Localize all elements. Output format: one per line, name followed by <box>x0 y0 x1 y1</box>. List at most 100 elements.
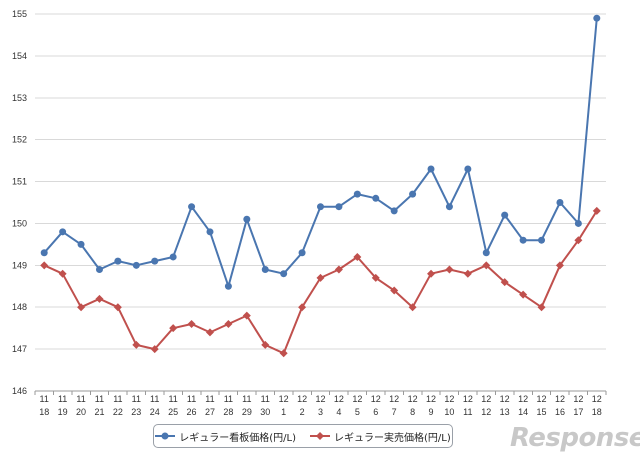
legend-swatch-red-icon <box>310 432 330 440</box>
x-tick-label-month: 12 <box>315 394 325 404</box>
x-tick-label-month: 11 <box>150 394 159 404</box>
x-tick-label-month: 12 <box>334 394 344 404</box>
y-tick-label: 146 <box>12 386 27 396</box>
x-tick-label-day: 22 <box>113 407 123 417</box>
response-watermark-logo: Response. <box>510 423 640 453</box>
x-tick-labels: 1118111911201121112211231124112511261127… <box>34 391 607 417</box>
data-point-series-1 <box>390 207 398 215</box>
y-tick-labels: 146 147 148 149 150 151 152 153 154 155 <box>12 9 27 396</box>
data-point-series-2 <box>298 303 307 312</box>
legend-label-series-2: レギュラー実売価格(円/L) <box>334 432 451 444</box>
data-point-series-1 <box>132 261 140 269</box>
data-point-series-2 <box>427 269 436 278</box>
x-tick-label-day: 5 <box>355 407 360 417</box>
data-point-series-1 <box>501 211 509 219</box>
data-point-series-2 <box>408 303 417 312</box>
data-point-series-2 <box>77 303 86 312</box>
data-point-series-2 <box>261 340 270 349</box>
x-tick-label-day: 10 <box>444 407 454 417</box>
x-tick-label-day: 30 <box>260 407 270 417</box>
data-point-series-1 <box>40 249 48 257</box>
data-point-series-1 <box>206 228 214 236</box>
data-point-series-2 <box>353 252 362 261</box>
data-point-series-2 <box>592 206 601 215</box>
x-tick-label-day: 13 <box>500 407 510 417</box>
y-tick-label: 151 <box>12 177 27 187</box>
data-point-series-2 <box>371 273 380 282</box>
y-tick-label: 149 <box>12 260 27 270</box>
data-point-series-1 <box>335 203 343 211</box>
x-tick-label-day: 27 <box>205 407 215 417</box>
x-tick-label-day: 15 <box>537 407 547 417</box>
y-tick-label: 152 <box>12 135 27 145</box>
x-tick-label-day: 6 <box>373 407 378 417</box>
series-line-1 <box>43 18 598 288</box>
x-tick-label-month: 12 <box>444 394 454 404</box>
x-tick-label-month: 11 <box>168 394 177 404</box>
data-point-series-1 <box>445 203 453 211</box>
x-tick-label-day: 4 <box>336 407 341 417</box>
data-point-series-2 <box>463 269 472 278</box>
x-tick-label-month: 11 <box>95 394 104 404</box>
x-tick-label-month: 11 <box>40 394 49 404</box>
x-tick-label-day: 9 <box>429 407 434 417</box>
data-point-series-2 <box>187 319 196 328</box>
data-point-series-2 <box>95 294 104 303</box>
series-line-2 <box>43 210 598 355</box>
data-point-series-1 <box>224 282 232 290</box>
data-point-series-1 <box>95 266 103 274</box>
y-tick-label: 155 <box>12 9 27 19</box>
x-tick-label-day: 21 <box>94 407 104 417</box>
data-point-series-2 <box>242 311 251 320</box>
x-tick-label-month: 12 <box>481 394 491 404</box>
x-tick-label-month: 11 <box>261 394 270 404</box>
x-tick-label-day: 12 <box>481 407 491 417</box>
data-point-series-1 <box>169 253 177 261</box>
x-tick-label-month: 12 <box>352 394 362 404</box>
data-point-series-1 <box>519 236 527 244</box>
x-tick-label-day: 7 <box>392 407 397 417</box>
data-point-series-1 <box>77 240 85 248</box>
data-point-series-1 <box>317 203 324 211</box>
x-tick-label-month: 12 <box>426 394 436 404</box>
x-tick-label-month: 12 <box>573 394 583 404</box>
data-point-series-2 <box>169 324 178 333</box>
y-tick-label: 147 <box>12 344 27 354</box>
x-tick-label-month: 12 <box>592 394 602 404</box>
data-point-series-2 <box>482 261 491 270</box>
x-tick-label-day: 3 <box>318 407 323 417</box>
x-tick-label-month: 12 <box>297 394 307 404</box>
legend: レギュラー看板価格(円/L) レギュラー実売価格(円/L) <box>153 424 453 448</box>
data-point-series-1 <box>538 236 546 244</box>
x-tick-label-day: 26 <box>187 407 197 417</box>
data-point-series-1 <box>59 228 67 236</box>
data-point-series-1 <box>353 190 361 198</box>
data-point-series-1 <box>261 266 269 274</box>
data-point-series-1 <box>556 199 564 206</box>
legend-swatch-blue-icon <box>155 432 176 440</box>
data-point-series-1 <box>151 257 159 265</box>
data-point-series-2 <box>113 303 122 312</box>
x-tick-label-day: 28 <box>223 407 233 417</box>
x-tick-label-day: 2 <box>300 407 305 417</box>
x-tick-label-day: 19 <box>58 407 68 417</box>
data-point-series-1 <box>464 165 472 173</box>
x-tick-label-month: 11 <box>224 394 233 404</box>
data-point-series-2 <box>150 345 159 354</box>
data-point-series-2 <box>555 261 564 270</box>
data-point-series-2 <box>445 265 454 274</box>
y-tick-label: 153 <box>12 93 27 103</box>
x-tick-label-month: 12 <box>555 394 565 404</box>
x-tick-label-month: 11 <box>113 394 122 404</box>
data-point-series-1 <box>372 194 380 202</box>
x-tick-label-month: 11 <box>187 394 196 404</box>
x-tick-label-month: 11 <box>58 394 67 404</box>
data-point-series-2 <box>40 261 49 270</box>
x-tick-label-day: 1 <box>281 407 286 417</box>
x-tick-label-day: 11 <box>463 407 472 417</box>
x-tick-label-day: 24 <box>150 407 160 417</box>
data-point-series-2 <box>224 319 233 328</box>
x-tick-label-day: 14 <box>518 407 528 417</box>
x-tick-label-month: 12 <box>463 394 473 404</box>
